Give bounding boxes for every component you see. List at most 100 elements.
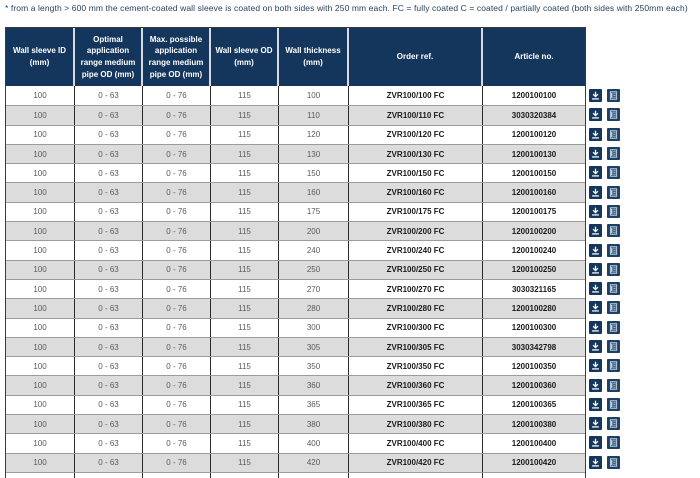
datasheet-button[interactable]	[607, 417, 620, 431]
table-cell: 0 - 76	[143, 183, 211, 202]
datasheet-button[interactable]	[607, 262, 620, 276]
table-cell: 3030342798	[511, 342, 557, 352]
table-cell: 1200100300	[511, 323, 557, 333]
table-cell: 0 - 63	[75, 357, 143, 376]
table-cell: 0 - 76	[143, 202, 211, 222]
table-cell: 0 - 63	[75, 453, 143, 472]
datasheet-button[interactable]	[607, 301, 620, 315]
table-cell: 100	[6, 434, 75, 453]
download-button[interactable]	[589, 417, 602, 431]
download-button[interactable]	[589, 127, 602, 141]
download-button[interactable]	[589, 301, 602, 315]
datasheet-button[interactable]	[607, 204, 620, 218]
download-button[interactable]	[589, 262, 602, 276]
table-cell: 0 - 63	[75, 260, 143, 279]
table-row: 100 0 - 63 0 - 76 115 420 ZVR100/420 FC 120010…	[6, 452, 585, 472]
table-cell: 305	[279, 337, 349, 357]
table-cell: 360	[279, 376, 349, 395]
table-cell: 100	[6, 164, 75, 183]
download-button[interactable]	[589, 204, 602, 218]
table-row: 100 0 - 63 0 - 76 115 280 ZVR100/280 FC 120010…	[6, 298, 585, 318]
table-cell: 115	[211, 125, 279, 144]
row-actions	[589, 375, 620, 394]
table-cell: 0 - 63	[75, 144, 143, 164]
datasheet-button[interactable]	[607, 397, 620, 411]
download-icon	[591, 323, 600, 332]
coating-footnote: * from a length > 600 mm the cement-coat…	[5, 3, 688, 13]
table-cell: ZVR100/150 FC	[349, 164, 483, 183]
download-button[interactable]	[589, 455, 602, 469]
datasheet-button[interactable]	[607, 282, 620, 296]
table-cell: ZVR100/380 FC	[349, 415, 483, 434]
table-cell: ZVR100/100 FC	[349, 86, 483, 106]
datasheet-button[interactable]	[607, 359, 620, 373]
download-icon	[591, 168, 600, 177]
table-cell: 115	[211, 106, 279, 125]
datasheet-button[interactable]	[607, 89, 620, 103]
row-actions	[589, 337, 620, 356]
table-cell: 1200100130	[511, 149, 557, 159]
table-cell	[349, 472, 483, 478]
row-actions	[589, 163, 620, 182]
row-actions	[589, 105, 620, 124]
table-cell: 1200100400	[511, 438, 557, 448]
download-button[interactable]	[589, 108, 602, 122]
column-header: Article no.	[514, 52, 554, 62]
table-row: 100 0 - 63 0 - 76 115 110 ZVR100/110 FC 303032…	[6, 105, 585, 125]
download-button[interactable]	[589, 359, 602, 373]
table-cell: ZVR100/300 FC	[349, 318, 483, 337]
table-cell: 0 - 63	[75, 106, 143, 125]
datasheet-button[interactable]	[607, 147, 620, 161]
table-cell: 100	[6, 183, 75, 202]
table-cell: 1200100420	[511, 458, 557, 468]
table-cell: 0 - 63	[75, 86, 143, 106]
table-cell: ZVR100/420 FC	[349, 453, 483, 472]
download-button[interactable]	[589, 166, 602, 180]
row-actions	[589, 453, 620, 472]
download-button[interactable]	[589, 282, 602, 296]
download-button[interactable]	[589, 340, 602, 353]
table-cell: 115	[211, 144, 279, 164]
download-button[interactable]	[589, 224, 602, 238]
datasheet-button[interactable]	[607, 127, 620, 141]
table-row: 100 0 - 63 0 - 76 115 160 ZVR100/160 FC 120010…	[6, 182, 585, 202]
download-button[interactable]	[589, 397, 602, 411]
download-button[interactable]	[589, 243, 602, 257]
table-cell: 115	[211, 260, 279, 279]
table-cell: 100	[6, 453, 75, 472]
table-cell: 100	[6, 106, 75, 125]
table-cell: 0 - 76	[143, 222, 211, 241]
table-cell: 0 - 63	[75, 202, 143, 222]
datasheet-button[interactable]	[607, 243, 620, 257]
table-cell: 0 - 76	[143, 279, 211, 299]
download-button[interactable]	[589, 147, 602, 161]
table-cell: 0 - 76	[143, 144, 211, 164]
column-header: Wall sleeve ID (mm)	[6, 28, 75, 86]
datasheet-button[interactable]	[607, 378, 620, 392]
table-cell: 100	[6, 279, 75, 299]
download-button[interactable]	[589, 436, 602, 450]
table-cell: 0 - 76	[143, 241, 211, 260]
datasheet-button[interactable]	[607, 185, 620, 199]
datasheet-button[interactable]	[607, 320, 620, 334]
download-button[interactable]	[589, 185, 602, 199]
datasheet-button[interactable]	[607, 340, 620, 353]
datasheet-button[interactable]	[607, 455, 620, 469]
datasheet-button[interactable]	[607, 436, 620, 450]
table-row: 100 0 - 63 0 - 76 115 130 ZVR100/130 FC 120010…	[6, 143, 585, 164]
table-area: Wall sleeve ID (mm) Optimal application r…	[5, 27, 620, 478]
column-header: Max. possible application range medium p…	[143, 28, 211, 86]
column-header: Wall thickness (mm)	[279, 28, 349, 86]
download-button[interactable]	[589, 89, 602, 103]
table-cell: 115	[211, 202, 279, 222]
download-button[interactable]	[589, 378, 602, 392]
datasheet-button[interactable]	[607, 224, 620, 238]
table-cell: 110	[279, 106, 349, 125]
table-cell: 100	[6, 222, 75, 241]
download-icon	[591, 438, 600, 448]
datasheet-button[interactable]	[607, 166, 620, 180]
datasheet-button[interactable]	[607, 108, 620, 122]
table-cell: 115	[211, 241, 279, 260]
download-button[interactable]	[589, 320, 602, 334]
table-cell: 0 - 63	[75, 395, 143, 415]
